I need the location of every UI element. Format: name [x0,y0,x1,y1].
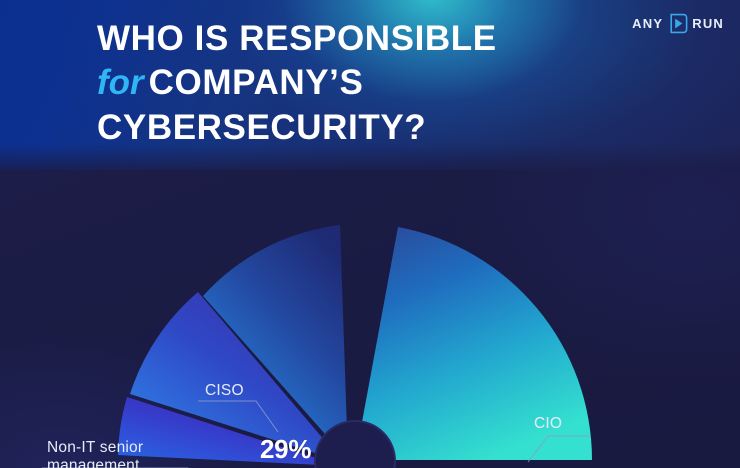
pie-slice-cio[interactable] [355,227,592,460]
pie-chart [42,225,592,468]
chart-area: CISO 29% Non-IT senior management 10% Ot… [0,170,740,468]
value-ciso: 29% [260,434,312,464]
label-cio: CIO [534,415,563,432]
pie-slice-ciso[interactable] [203,225,348,460]
title-accent-for: for [97,63,144,103]
label-management: Non-IT senior management [47,439,144,468]
leader-line-cio [527,435,590,463]
anyrun-logo[interactable]: ANY RUN [632,13,724,34]
play-triangle-icon [670,13,688,34]
header-banner: WHO IS RESPONSIBLE for COMPANY’S CYBERSEC… [0,0,740,178]
leader-line-ciso [198,400,279,433]
title-line-2: for COMPANY’S [97,61,627,105]
donut-center-hole [314,420,396,468]
title-line-2-rest: COMPANY’S [148,63,364,103]
pie-slice-other[interactable] [118,397,341,466]
logo-text-run: RUN [692,16,724,31]
page-title: WHO IS RESPONSIBLE for COMPANY’S CYBERSEC… [97,17,627,150]
title-line-3: CYBERSECURITY? [97,107,427,147]
pie-slice-management[interactable] [130,292,343,462]
label-ciso: CISO [205,382,244,399]
logo-text-any: ANY [632,16,664,31]
title-line-1: WHO IS RESPONSIBLE [97,19,497,58]
